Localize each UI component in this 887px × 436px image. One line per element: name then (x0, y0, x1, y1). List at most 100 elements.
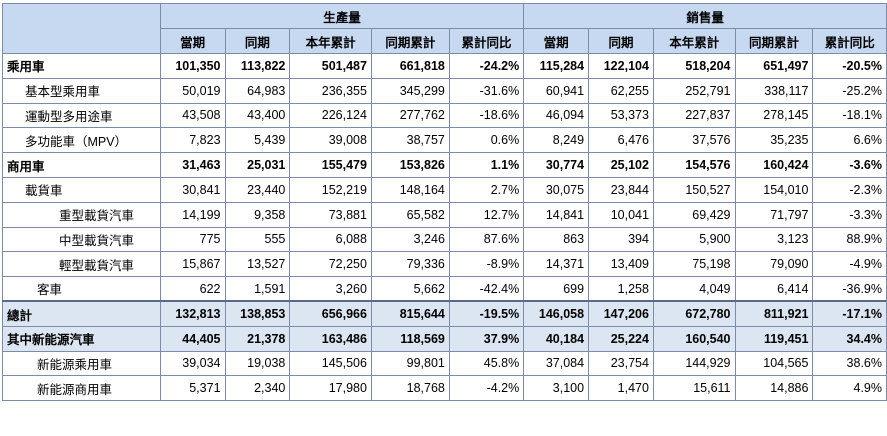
table-row: 總計 132,813 138,853 656,966 815,644 -19.5% 146,… (2, 300, 887, 327)
table-cell: 6,088 (289, 226, 372, 253)
table-cell: 101,350 (159, 53, 226, 79)
table-cell: 278,145 (734, 102, 814, 129)
table-cell: 15,611 (652, 375, 736, 402)
column-header: 同期 (588, 28, 654, 54)
column-header: 同期累計 (734, 28, 814, 54)
table-cell: 148,164 (370, 176, 450, 203)
column-header: 當期 (523, 28, 590, 54)
table-cell: 5,662 (370, 276, 450, 302)
table-cell: 9,358 (224, 201, 291, 228)
table-cell: 154,010 (734, 176, 814, 203)
table-cell: 811,921 (734, 300, 814, 327)
table-cell: 518,204 (652, 53, 736, 79)
table-cell: 39,034 (159, 350, 226, 377)
table-cell: 50,019 (159, 77, 226, 104)
table-cell: 14,199 (159, 201, 226, 228)
table-cell: -4.2% (448, 375, 525, 402)
table-cell: 8,249 (523, 127, 590, 154)
table-cell: -3.3% (812, 201, 887, 228)
table-cell: 75,198 (652, 251, 736, 278)
table-cell: 2,340 (224, 375, 291, 402)
table-cell: -4.9% (812, 251, 887, 278)
table-cell: 863 (523, 226, 590, 253)
table-cell: -19.5% (448, 300, 525, 327)
table-row: 乘用車 101,350 113,822 501,487 661,818 -24.2% 115… (2, 53, 887, 79)
table-cell: 3,260 (289, 276, 372, 302)
table-cell: 3,246 (370, 226, 450, 253)
row-label: 中型載貨汽車 (2, 226, 161, 253)
table-cell: 4,049 (652, 276, 736, 302)
table-row: 運動型多用途車 43,508 43,400 226,124 277,762 -18.6% 4… (2, 102, 887, 129)
table-cell: 19,038 (224, 350, 291, 377)
row-label: 其中新能源汽車 (2, 325, 161, 352)
table-cell: 13,409 (588, 251, 654, 278)
table-cell: 45.8% (448, 350, 525, 377)
table-cell: 38.6% (812, 350, 887, 377)
table-cell: 815,644 (370, 300, 450, 327)
table-cell: 0.6% (448, 127, 525, 154)
table-cell: 338,117 (734, 77, 814, 104)
table-cell: 18,768 (370, 375, 450, 402)
table-cell: 152,219 (289, 176, 372, 203)
table-cell: 40,184 (523, 325, 590, 352)
table-cell: 12.7% (448, 201, 525, 228)
table-row: 載貨車 30,841 23,440 152,219 148,164 2.7% 30,075 2… (2, 176, 887, 203)
table-cell: 5,900 (652, 226, 736, 253)
table-cell: 160,424 (734, 152, 814, 178)
table-cell: 25,031 (224, 152, 291, 178)
table-cell: 153,826 (370, 152, 450, 178)
table-cell: 277,762 (370, 102, 450, 129)
table-cell: 38,757 (370, 127, 450, 154)
table-cell: 6,476 (588, 127, 654, 154)
table-cell: 37,084 (523, 350, 590, 377)
table-cell: 13,527 (224, 251, 291, 278)
table-cell: 35,235 (734, 127, 814, 154)
table-cell: 17,980 (289, 375, 372, 402)
table-cell: 60,941 (523, 77, 590, 104)
row-label: 運動型多用途車 (2, 102, 161, 129)
row-label: 總計 (2, 300, 161, 327)
table-cell: -31.6% (448, 77, 525, 104)
table-cell: 2.7% (448, 176, 525, 203)
table-cell: -18.1% (812, 102, 887, 129)
table-cell: 3,100 (523, 375, 590, 402)
column-header: 本年累計 (289, 28, 372, 54)
table-cell: 39,008 (289, 127, 372, 154)
table-cell: 661,818 (370, 53, 450, 79)
row-label: 多功能車（MPV） (2, 127, 161, 154)
table-cell: 672,780 (652, 300, 736, 327)
row-label-header (2, 3, 161, 54)
table-row: 商用車 31,463 25,031 155,479 153,826 1.1% 30,774 2… (2, 152, 887, 178)
table-cell: 73,881 (289, 201, 372, 228)
row-label: 新能源乘用車 (2, 350, 161, 377)
table-cell: 555 (224, 226, 291, 253)
table-cell: 65,582 (370, 201, 450, 228)
table-cell: 144,929 (652, 350, 736, 377)
table-cell: 119,451 (734, 325, 814, 352)
table-cell: 345,299 (370, 77, 450, 104)
table-cell: 14,886 (734, 375, 814, 402)
table-cell: 104,565 (734, 350, 814, 377)
table-cell: 30,075 (523, 176, 590, 203)
table-cell: 501,487 (289, 53, 372, 79)
table-cell: 64,983 (224, 77, 291, 104)
table-cell: 138,853 (224, 300, 291, 327)
table-cell: 88.9% (812, 226, 887, 253)
row-label: 乘用車 (2, 53, 161, 79)
table-row: 多功能車（MPV） 7,823 5,439 39,008 38,757 0.6% 8,249… (2, 127, 887, 154)
row-label: 基本型乘用車 (2, 77, 161, 104)
table-cell: 252,791 (652, 77, 736, 104)
table-cell: 79,090 (734, 251, 814, 278)
table-cell: 226,124 (289, 102, 372, 129)
column-header: 同期 (224, 28, 291, 54)
table-cell: 699 (523, 276, 590, 302)
row-label: 客車 (2, 276, 161, 302)
row-label: 重型載貨汽車 (2, 201, 161, 228)
table-cell: -24.2% (448, 53, 525, 79)
table-cell: -25.2% (812, 77, 887, 104)
row-label: 新能源商用車 (2, 375, 161, 402)
table-row: 基本型乘用車 50,019 64,983 236,355 345,299 -31.6% 60… (2, 77, 887, 104)
table-cell: 25,102 (588, 152, 654, 178)
table-cell: 775 (159, 226, 226, 253)
column-header: 本年累計 (652, 28, 736, 54)
